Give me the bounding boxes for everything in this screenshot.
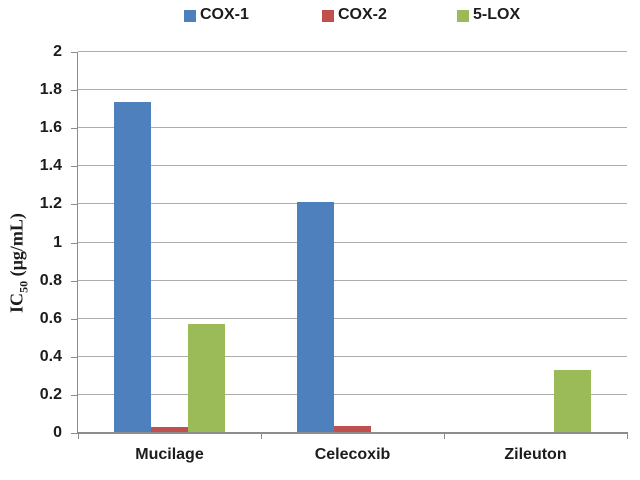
y-tick-mark (71, 204, 78, 206)
y-tick-label: 1 (53, 233, 62, 251)
y-tick-mark (71, 433, 78, 434)
y-tick-mark (71, 242, 78, 244)
y-tick-label: 0.6 (39, 309, 62, 327)
gridline (78, 89, 627, 91)
legend-item-cox-2: COX-2 (322, 6, 387, 24)
legend-swatch-cox-1-icon (184, 10, 196, 22)
bar-cox-1-mucilage (114, 101, 151, 433)
gridline (78, 203, 627, 205)
y-tick-mark (71, 128, 78, 130)
bar-cox-2-mucilage (151, 427, 188, 433)
x-axis-line (77, 432, 628, 434)
gridline (78, 355, 627, 357)
y-tick-mark (71, 356, 78, 358)
gridline (78, 51, 627, 52)
bar-5-lox-mucilage (188, 324, 225, 433)
y-tick-label: 0.2 (39, 385, 62, 403)
y-tick-label: 0.8 (39, 271, 62, 289)
gridline (78, 241, 627, 243)
plot-area (78, 51, 627, 433)
y-tick-mark (71, 52, 78, 53)
x-category-label: Celecoxib (314, 446, 391, 463)
legend-label-5-lox: 5-LOX (473, 6, 521, 23)
bar-cox-1-celecoxib (297, 202, 334, 433)
gridline (78, 165, 627, 167)
gridline (78, 279, 627, 281)
y-tick-label: 1.8 (39, 81, 62, 99)
x-category-label: Mucilage (135, 446, 204, 463)
x-tick-mark (444, 433, 445, 439)
legend-swatch-5-lox-icon (457, 10, 469, 22)
y-tick-label: 0.4 (39, 347, 62, 365)
legend-item-5-lox: 5-LOX (457, 6, 520, 24)
y-tick-label: 1.4 (39, 157, 62, 175)
legend-label-cox-2: COX-2 (338, 6, 387, 23)
gridline (78, 127, 627, 129)
legend-label-cox-1: COX-1 (200, 6, 249, 23)
gridline (78, 317, 627, 319)
y-tick-label: 2 (53, 43, 62, 60)
legend-item-cox-1: COX-1 (184, 6, 249, 24)
y-tick-label: 1.2 (39, 195, 62, 213)
y-tick-mark (71, 318, 78, 320)
y-tick-label: 0 (53, 424, 62, 441)
y-axis-title: IC50 (µg/mL) (7, 213, 32, 313)
y-tick-mark (71, 166, 78, 168)
gridline (78, 393, 627, 395)
y-tick-mark (71, 394, 78, 396)
y-tick-mark (71, 90, 78, 92)
y-tick-mark (71, 280, 78, 282)
bar-cox-2-celecoxib (334, 426, 371, 433)
y-tick-label: 1.6 (39, 119, 62, 137)
x-category-label: Zileuton (504, 446, 567, 463)
legend-swatch-cox-2-icon (322, 10, 334, 22)
bar-5-lox-zileuton (554, 370, 591, 433)
x-tick-mark (78, 433, 79, 439)
x-tick-mark (261, 433, 262, 439)
x-tick-mark (627, 433, 628, 439)
